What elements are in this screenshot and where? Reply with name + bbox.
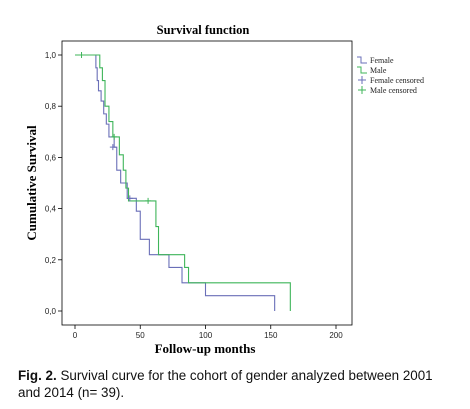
series-line-female [75, 54, 276, 311]
y-axis-label: Cumulative Survival [24, 125, 39, 241]
legend-swatch [357, 66, 367, 74]
x-tick-label: 200 [329, 331, 343, 340]
survival-chart: Survival function Follow-up months Cumul… [24, 23, 424, 356]
legend-label: Female [370, 56, 394, 65]
legend-swatch [358, 76, 366, 84]
y-tick-label: 1,0 [45, 51, 57, 60]
y-axis-ticks: 0,0 0,2 0,4 0,6 0,8 1,0 [45, 51, 62, 316]
survival-curves [75, 54, 291, 311]
legend-swatch [358, 86, 366, 94]
legend-swatch [357, 56, 367, 64]
caption-text: Survival curve for the cohort of gender … [18, 368, 433, 400]
series-line-male [75, 54, 291, 311]
censor-mark [126, 195, 133, 202]
y-tick-label: 0,2 [45, 256, 57, 265]
y-tick-label: 0,4 [45, 205, 57, 214]
y-tick-label: 0,0 [45, 307, 57, 316]
x-tick-label: 50 [136, 331, 145, 340]
censor-mark [109, 144, 116, 151]
censor-mark [111, 133, 118, 140]
legend-label: Male [370, 66, 387, 75]
chart-title: Survival function [157, 23, 250, 37]
caption-label: Fig. 2. [18, 368, 57, 383]
censor-mark [145, 197, 152, 204]
x-tick-label: 0 [73, 331, 78, 340]
legend-label: Male censored [370, 86, 417, 95]
y-tick-label: 0,8 [45, 102, 57, 111]
x-axis-label: Follow-up months [155, 341, 256, 356]
plot-area [61, 40, 353, 326]
x-tick-label: 150 [264, 331, 278, 340]
censor-mark [78, 52, 85, 58]
x-tick-label: 100 [199, 331, 213, 340]
censor-marks [78, 52, 152, 204]
legend-label: Female censored [370, 76, 424, 85]
figure-caption: Fig. 2. Survival curve for the cohort of… [18, 367, 458, 401]
y-tick-label: 0,6 [45, 153, 57, 162]
x-axis-ticks: 0 50 100 150 200 [73, 325, 343, 340]
